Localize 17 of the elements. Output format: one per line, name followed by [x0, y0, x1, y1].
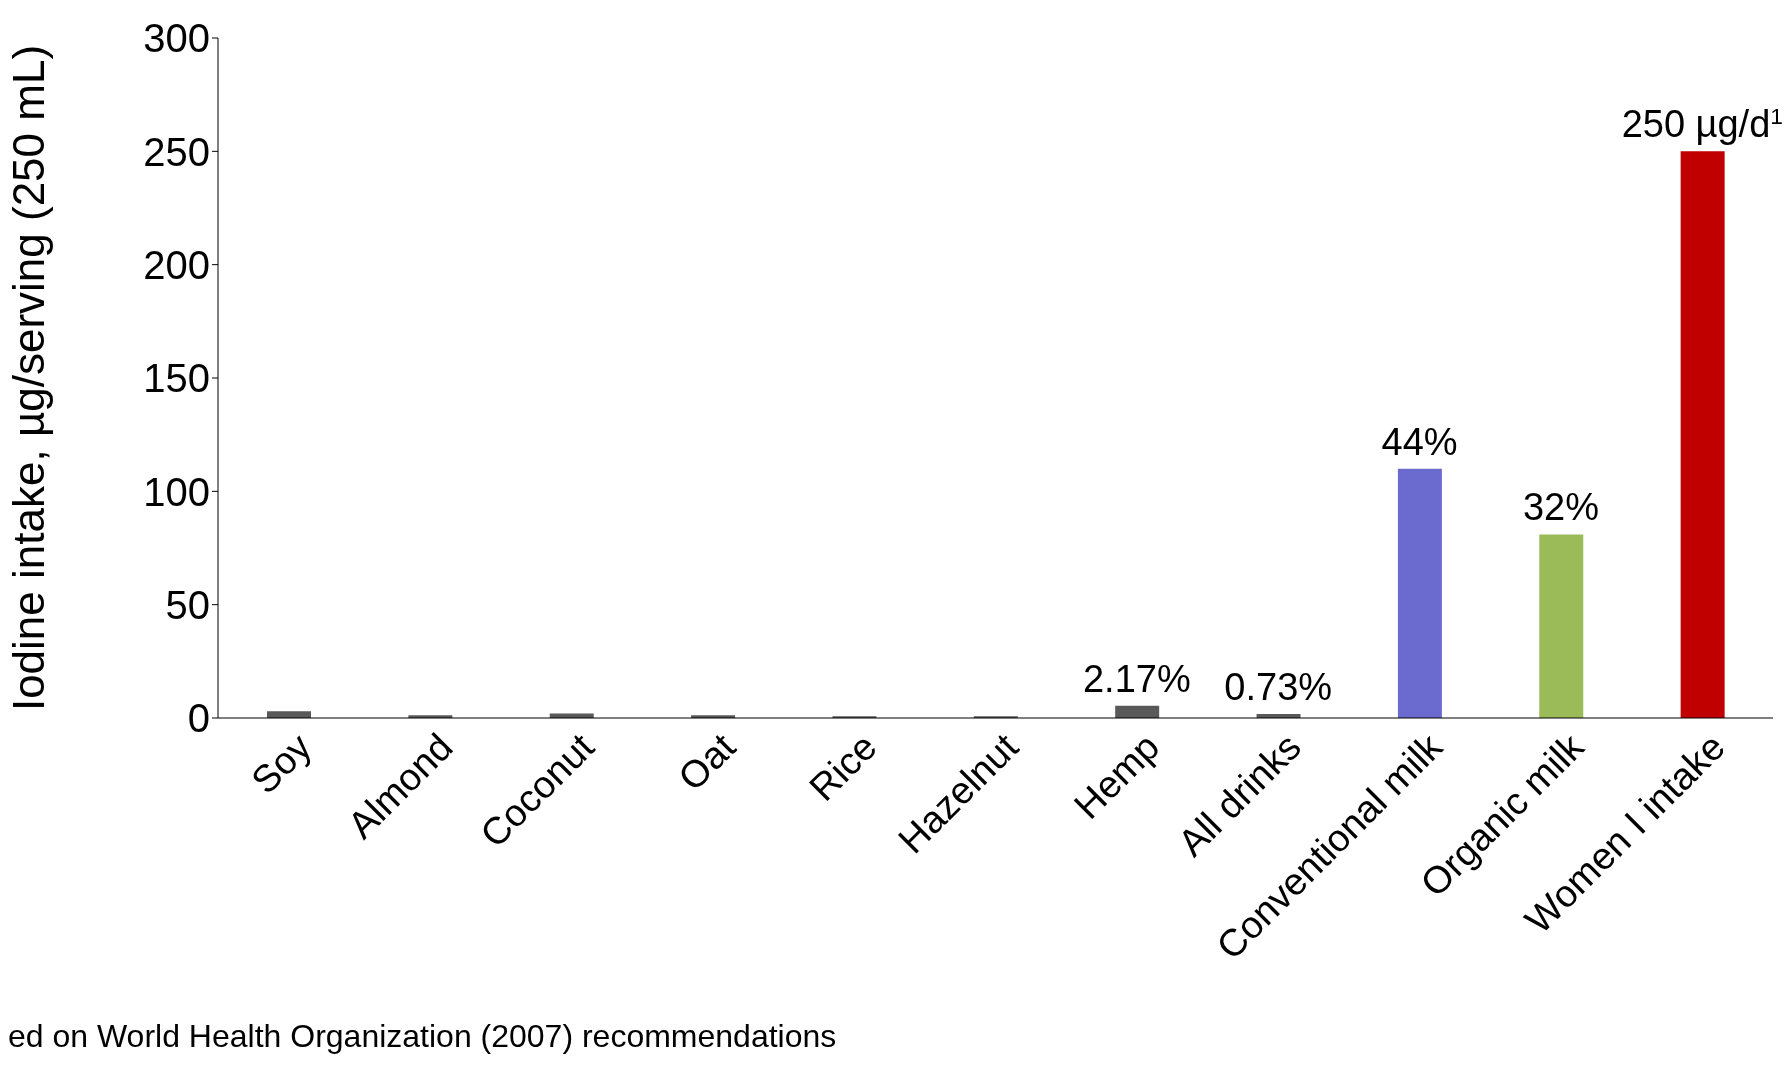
annotation: 0.73% [1224, 665, 1333, 708]
annotation: 2.17% [1082, 657, 1191, 700]
y-axis-title: Iodine intake, µg/serving (250 mL) [3, 44, 53, 712]
annotation: 44% [1381, 420, 1458, 463]
x-tick-label: Rice [801, 725, 885, 809]
annotation: 250 µg/d$^{1}$ [1621, 103, 1784, 146]
y-tick-label: 200 [143, 242, 210, 287]
y-tick-label: 50 [165, 582, 210, 627]
y-tick-label: 150 [143, 356, 210, 401]
y-tick-label: 250 [143, 129, 210, 174]
x-tick-label: Soy [243, 725, 320, 802]
x-tick-label: Oat [670, 725, 744, 799]
y-tick-label: 0 [187, 696, 210, 741]
text: ed on World Health Organization (2007) recommendations [8, 1018, 837, 1055]
y-tick-label: 100 [143, 469, 210, 514]
y-tick-label: 300 [143, 16, 210, 61]
annotation: 32% [1522, 486, 1599, 529]
